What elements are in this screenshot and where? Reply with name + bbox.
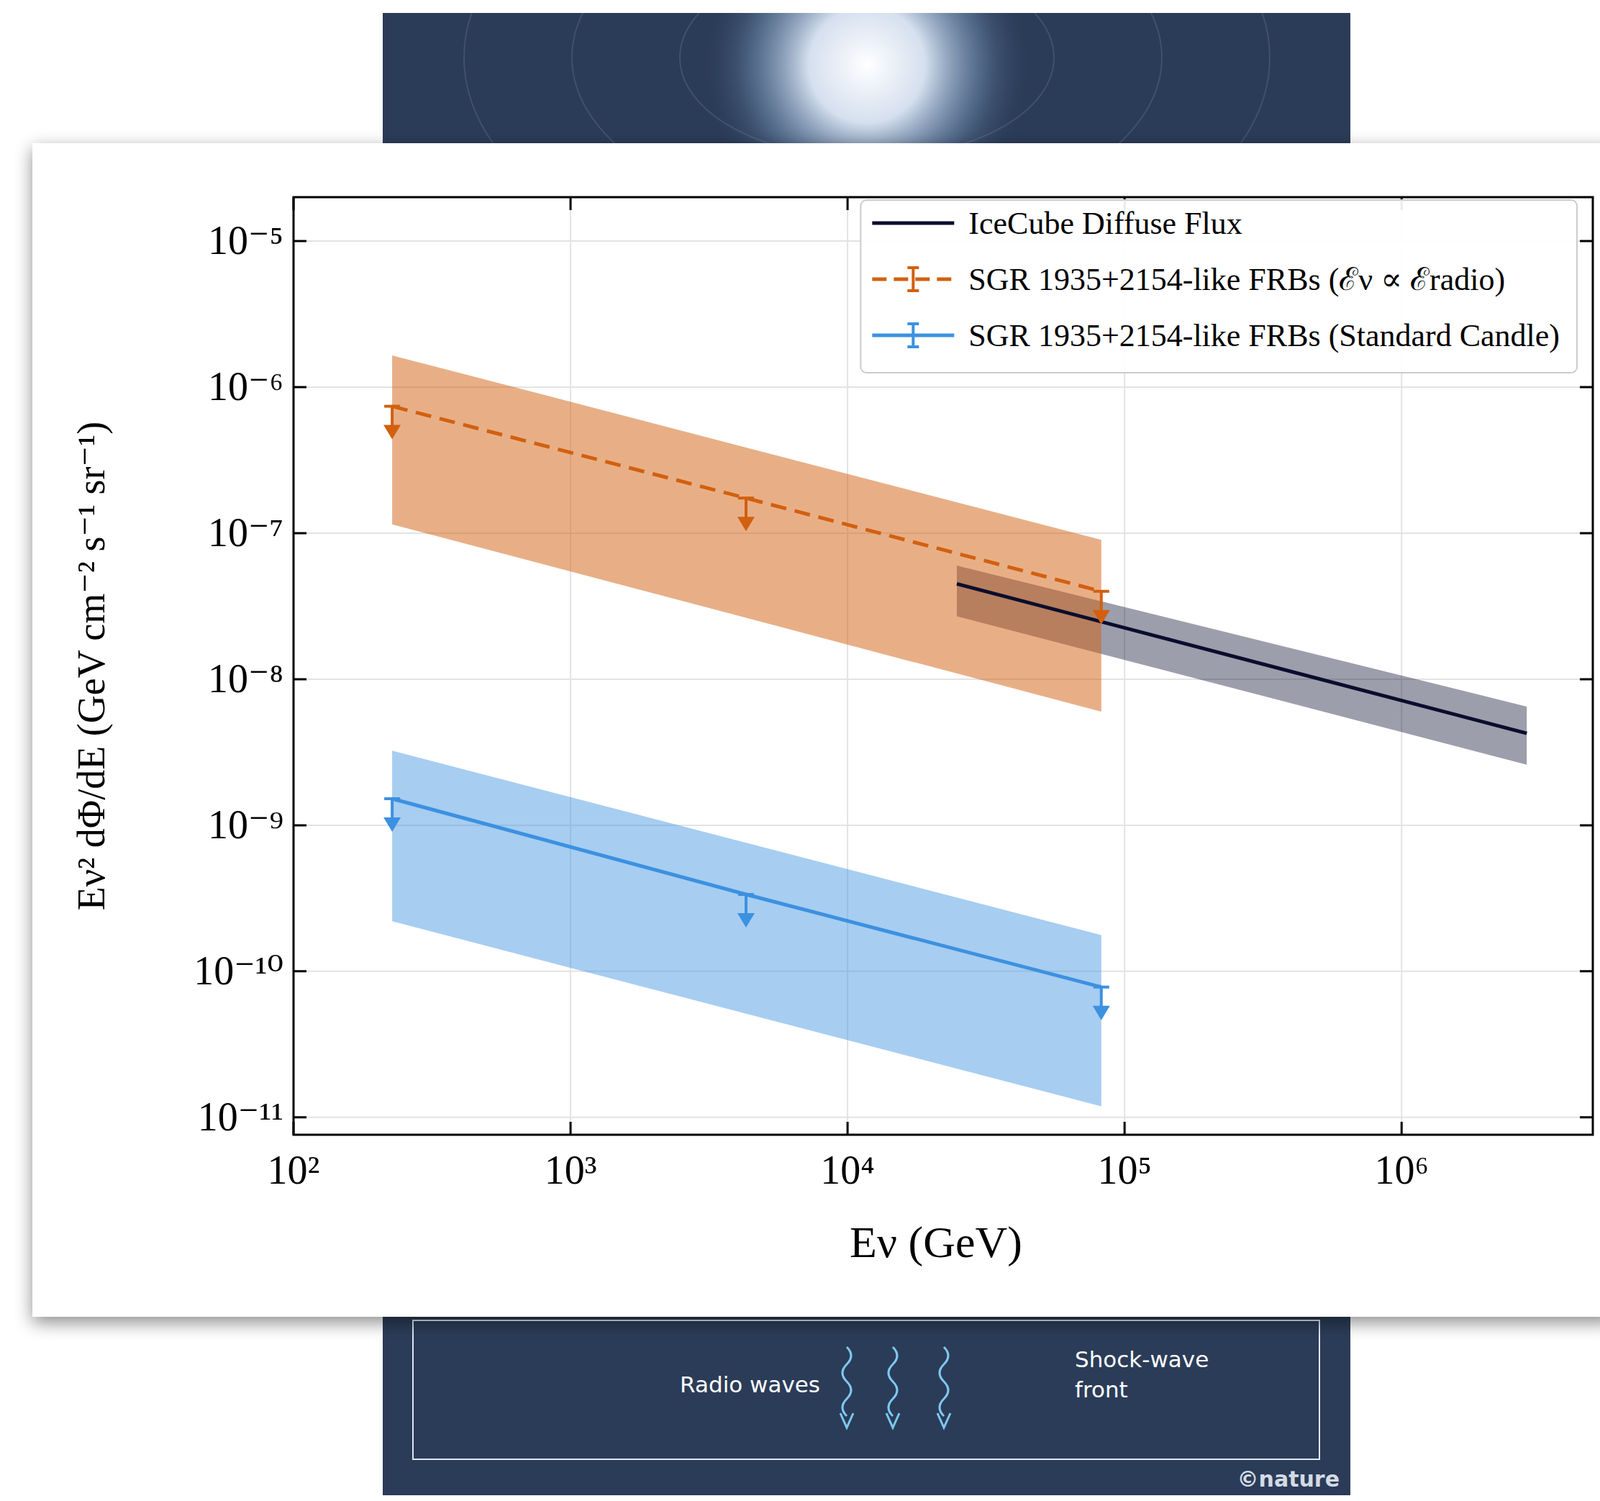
x-tick-label: 10⁵ — [1097, 1147, 1152, 1193]
y-tick-label: 10⁻⁷ — [207, 510, 284, 555]
arrow-head — [383, 425, 401, 440]
legend-label: SGR 1935+2154-like FRBs (ℰν ∝ ℰradio) — [968, 261, 1506, 298]
radio-wave — [842, 1346, 852, 1416]
upper-limit-arrow — [737, 894, 755, 928]
y-tick-label: 10⁻⁶ — [207, 364, 284, 409]
arrow-shaft — [744, 894, 748, 916]
y-tick — [293, 823, 1593, 826]
grid-line-y — [293, 1116, 1593, 1118]
illustration-label: Radio waves — [679, 1371, 821, 1398]
label-line: Shock-wave — [1074, 1346, 1209, 1372]
arrow-head — [383, 817, 401, 832]
arrow-shaft — [1100, 591, 1103, 613]
arrow-head — [1092, 1005, 1111, 1021]
arrow-head — [737, 516, 755, 531]
legend-sample — [871, 221, 954, 226]
y-tick — [293, 532, 1593, 535]
x-tick — [292, 197, 295, 1135]
y-tick — [293, 677, 1593, 680]
label-line: front — [1074, 1376, 1129, 1403]
legend-label: IceCube Diffuse Flux — [968, 205, 1242, 242]
upper-limit-arrow — [1092, 987, 1111, 1021]
y-tick-label: 10⁻¹⁰ — [193, 948, 284, 993]
upper-limit-arrow — [383, 406, 401, 440]
y-tick-label: 10⁻¹¹ — [197, 1094, 284, 1139]
x-tick — [846, 197, 849, 1135]
radio-wave-head — [840, 1412, 854, 1428]
radio-wave — [939, 1346, 949, 1416]
arrow-shaft — [744, 497, 748, 520]
illustration-label: Shock-wave front — [1074, 1346, 1209, 1403]
arrow-shaft — [390, 406, 394, 429]
x-tick-label: 10² — [267, 1147, 321, 1193]
y-tick — [293, 386, 1593, 389]
upper-limit-arrow — [1092, 591, 1111, 625]
x-tick-label: 10⁴ — [820, 1147, 875, 1193]
grid — [293, 197, 1593, 1135]
upper-limit-arrow — [383, 798, 401, 832]
y-tick — [293, 1115, 1593, 1118]
credit: ©nature — [1237, 1466, 1340, 1492]
y-axis-title: Eν² dΦ/dE (GeV cm⁻² s⁻¹ sr⁻¹) — [69, 421, 113, 911]
x-tick-label: 10³ — [544, 1147, 598, 1193]
radio-wave-head — [886, 1412, 900, 1428]
chart-card — [32, 143, 1600, 1317]
legend-errorbar — [907, 267, 919, 291]
x-tick — [569, 197, 572, 1135]
plot-frame — [293, 197, 1593, 1135]
series-line — [392, 798, 1102, 988]
series-line — [392, 406, 1102, 592]
arrow-shaft — [1100, 987, 1103, 1009]
legend-label: SGR 1935+2154-like FRBs (Standard Candle… — [968, 317, 1560, 354]
y-tick-label: 10⁻⁵ — [207, 217, 284, 263]
arrow-shaft — [390, 798, 394, 821]
figure: Radio wavesShock-wavefront©nature10²10³1… — [0, 0, 1600, 1501]
legend-errorbar — [907, 323, 919, 347]
grid-line-x — [569, 197, 572, 1135]
uncertainty-band — [392, 750, 1102, 1106]
arrow-head — [737, 912, 755, 928]
y-tick-label: 10⁻⁹ — [207, 802, 284, 847]
axes: 10² 10³ 10⁴ 10⁵ 10⁶ 10⁻¹¹ 10⁻¹⁰ 10⁻⁹ 10⁻⁸ 10⁻⁷ 10⁻… — [69, 197, 1593, 1267]
x-tick-label: 10⁶ — [1374, 1147, 1429, 1193]
upper-limit-arrow — [737, 497, 755, 531]
series-line — [956, 583, 1527, 734]
uncertainty-band — [392, 355, 1102, 712]
legend-box — [860, 200, 1577, 373]
y-tick — [293, 969, 1593, 972]
page: {"chart_data": { "type": "line", "x_labe… — [0, 0, 1600, 1501]
plot-data — [383, 355, 1527, 1107]
legend: IceCube Diffuse Flux SGR 1935+2154-like F… — [860, 200, 1577, 373]
y-tick-label: 10⁻⁸ — [207, 656, 284, 701]
illustration-box — [412, 1320, 1320, 1459]
x-axis-title: Eν (GeV) — [849, 1217, 1023, 1267]
arrow-head — [1092, 610, 1111, 625]
radio-wave — [888, 1346, 898, 1416]
radio-wave-head — [937, 1412, 951, 1428]
